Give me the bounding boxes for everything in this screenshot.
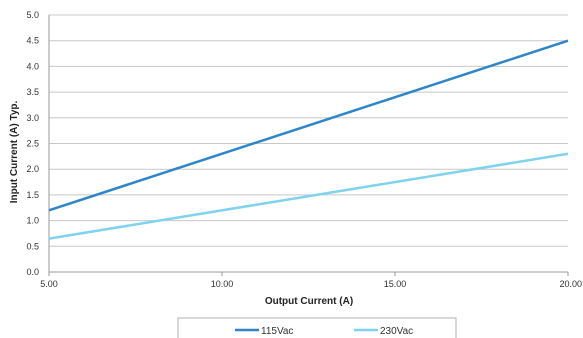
legend-box: [177, 317, 457, 338]
x-tick-label: 5.00: [40, 279, 58, 289]
y-tick-label: 3.0: [26, 113, 39, 123]
legend-label: 230Vac: [380, 326, 413, 337]
x-tick-label: 15.00: [384, 279, 407, 289]
x-axis-title: Output Current (A): [265, 296, 353, 307]
y-tick-label: 0.0: [26, 267, 39, 277]
y-tick-labels: 0.0 0.5 1.0 1.5 2.0 2.5 3.0 3.5 4.0 4.5 5.0: [26, 10, 39, 277]
series-line-115Vac: [48, 39, 569, 212]
x-tick-label: 20.00: [559, 279, 582, 289]
y-axis-title: Input Current (A) Typ.: [9, 100, 20, 203]
y-tick-label: 1.0: [26, 216, 39, 226]
series-line-230Vac: [48, 152, 569, 240]
y-tick-label: 0.5: [26, 241, 39, 251]
x-tick-label: 10.00: [211, 279, 234, 289]
y-tick-label: 4.5: [26, 36, 39, 46]
y-tick-label: 3.5: [26, 87, 39, 97]
gridlines: [49, 14, 568, 273]
y-tick-label: 1.5: [26, 190, 39, 200]
y-tick-label: 2.0: [26, 164, 39, 174]
y-tick-label: 2.5: [26, 139, 39, 149]
y-tick-label: 4.0: [26, 61, 39, 71]
legend-label: 115Vac: [261, 326, 293, 337]
axes: [48, 15, 569, 276]
x-tick-labels: 5.00 10.00 15.00 20.00: [40, 279, 582, 289]
legend: 115Vac 230Vac: [177, 317, 457, 338]
series-lines: [48, 39, 569, 240]
y-tick-label: 5.0: [26, 10, 39, 20]
